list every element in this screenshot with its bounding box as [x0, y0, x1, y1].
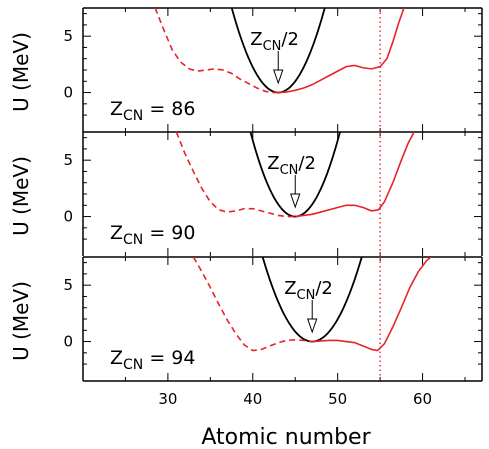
- arrow-label-sub: CN: [297, 288, 316, 303]
- y-axis-label: U (MeV): [9, 156, 33, 236]
- zcn-label-main: Z: [110, 222, 123, 244]
- zcn-label-sub: CN: [123, 232, 143, 248]
- y-axis-label: U (MeV): [9, 281, 33, 361]
- x-tick-label: 30: [158, 390, 177, 408]
- arrow-label-main: Z: [267, 153, 279, 174]
- zcn-label-value: = 86: [143, 98, 195, 120]
- x-tick-label: 40: [243, 390, 262, 408]
- arrow-head: [273, 69, 284, 85]
- arrow-label-sub: CN: [280, 163, 299, 178]
- zcn-label-main: Z: [110, 347, 123, 369]
- arrow-label-main: Z: [250, 29, 262, 50]
- potential-solid-curve: [278, 8, 405, 94]
- y-tick-label: 5: [63, 276, 73, 294]
- arrow-label-tail: /2: [298, 153, 316, 174]
- panel-curves: [175, 132, 415, 256]
- parabola-curve: [249, 132, 341, 218]
- x-axis-label: Atomic number: [201, 425, 371, 449]
- y-tick-label: 0: [63, 333, 73, 351]
- y-axis-label: U (MeV): [9, 32, 33, 112]
- y-tick-label: 5: [63, 151, 73, 169]
- zcn-label-value: = 90: [143, 222, 195, 244]
- arrow-head: [307, 318, 318, 334]
- arrow-label-sub: CN: [263, 39, 282, 54]
- x-tick-label: 50: [328, 390, 347, 408]
- zcn-label-value: = 94: [143, 347, 195, 369]
- y-tick-label: 5: [63, 27, 73, 45]
- y-tick-label: 0: [63, 208, 73, 226]
- arrow-annotation-label: ZCN/2: [250, 29, 299, 54]
- potential-dashed-curve: [192, 257, 313, 352]
- zcn-label-sub: CN: [123, 108, 143, 124]
- potential-solid-curve: [295, 132, 415, 218]
- panel-curves: [154, 8, 405, 132]
- panel-curves: [192, 257, 432, 381]
- potential-dashed-curve: [154, 8, 279, 94]
- arrow-label-tail: /2: [315, 278, 333, 299]
- parabola-curve: [261, 257, 363, 343]
- y-tick-label: 0: [63, 84, 73, 102]
- arrow-label-tail: /2: [281, 29, 299, 50]
- panel-zcn-label: ZCN = 90: [110, 222, 195, 248]
- x-tick-label: 60: [413, 390, 432, 408]
- panel-zcn-label: ZCN = 94: [110, 347, 195, 373]
- arrow-annotation-label: ZCN/2: [284, 278, 333, 303]
- zcn-label-sub: CN: [123, 357, 143, 373]
- arrow-annotation-label: ZCN/2: [267, 153, 316, 178]
- arrow-label-main: Z: [284, 278, 296, 299]
- arrow-head: [290, 193, 301, 209]
- potential-solid-curve: [312, 257, 432, 352]
- zcn-label-main: Z: [110, 98, 123, 120]
- panel-zcn-label: ZCN = 86: [110, 98, 195, 124]
